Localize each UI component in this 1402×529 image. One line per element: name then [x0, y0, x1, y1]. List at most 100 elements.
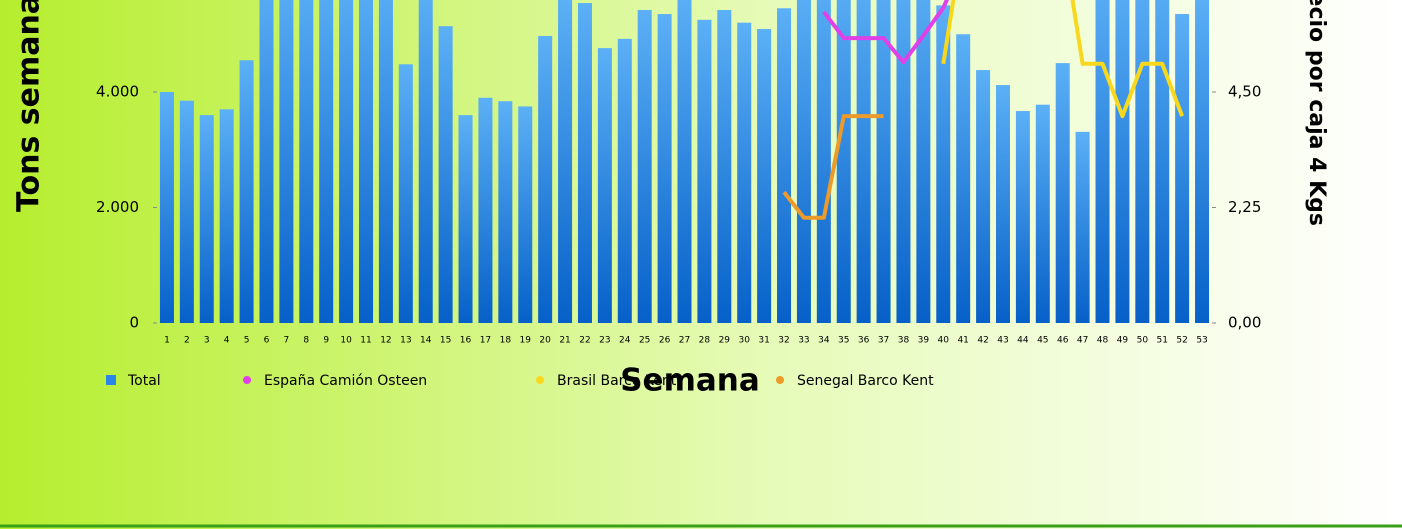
- x-tick-label: 20: [539, 336, 551, 346]
- x-tick-label: 34: [818, 336, 830, 346]
- x-tick-label: 48: [1097, 336, 1109, 346]
- bar: [378, 0, 393, 323]
- x-tick-label: 5: [244, 336, 250, 346]
- x-tick-label: 2: [184, 336, 190, 346]
- bar: [936, 5, 951, 323]
- bar: [876, 0, 891, 323]
- x-tick-label: 25: [639, 336, 650, 346]
- x-tick-label: 44: [1017, 336, 1029, 346]
- bar: [916, 0, 931, 323]
- legend-marker: [776, 376, 784, 384]
- x-tick-label: 42: [977, 336, 988, 346]
- bar: [538, 35, 553, 324]
- bar: [1155, 0, 1170, 323]
- line: [822, 0, 949, 65]
- bar: [976, 70, 991, 324]
- bar: [737, 22, 752, 323]
- x-tick-label: 38: [898, 336, 910, 346]
- bar: [498, 101, 513, 324]
- bar: [478, 97, 493, 324]
- bar: [657, 14, 672, 323]
- bar: [1115, 0, 1130, 323]
- bar: [1195, 0, 1210, 323]
- bar: [259, 0, 274, 323]
- bar: [438, 26, 453, 323]
- bar: [179, 100, 194, 323]
- x-tick-label: 18: [500, 336, 512, 346]
- bar: [339, 0, 354, 323]
- x-tick-label: 49: [1117, 336, 1129, 346]
- x-tick-label: 30: [738, 336, 750, 346]
- x-tick-label: 6: [264, 336, 270, 346]
- x-tick-label: 37: [878, 336, 889, 346]
- bar: [677, 0, 692, 323]
- x-tick-label: 36: [858, 336, 870, 346]
- y-tick-label: 0: [129, 314, 139, 332]
- x-tick-label: 8: [303, 336, 309, 346]
- bar: [896, 0, 911, 323]
- bar: [995, 85, 1010, 323]
- x-tick-label: 17: [480, 336, 491, 346]
- bar: [359, 0, 374, 323]
- bar: [1015, 111, 1030, 324]
- bar: [1075, 131, 1090, 323]
- bar: [1095, 0, 1110, 323]
- bar: [558, 0, 573, 323]
- x-tick-label: 47: [1077, 336, 1088, 346]
- bar: [577, 3, 592, 323]
- bar: [1055, 63, 1070, 323]
- x-tick-label: 31: [758, 336, 769, 346]
- bar: [319, 0, 334, 323]
- bar: [717, 9, 732, 324]
- bar: [637, 9, 652, 324]
- x-tick-label: 50: [1137, 336, 1149, 346]
- x-tick-label: 24: [619, 336, 631, 346]
- bar: [597, 48, 612, 324]
- bar: [1175, 14, 1190, 323]
- y2-tick-label: 0,00: [1228, 314, 1261, 332]
- bar: [836, 0, 851, 323]
- x-tick-label: 46: [1057, 336, 1069, 346]
- legend-label: Brasil Barco Kent: [557, 373, 677, 389]
- x-tick-label: 19: [520, 336, 532, 346]
- x-tick-label: 16: [460, 336, 472, 346]
- bar: [398, 64, 413, 323]
- x-tick-label: 12: [380, 336, 391, 346]
- x-tick-label: 4: [224, 336, 230, 346]
- y2-tick-label: 2,25: [1228, 198, 1261, 216]
- x-tick-label: 28: [699, 336, 711, 346]
- x-tick-label: 1: [164, 336, 170, 346]
- legend-marker: [243, 376, 251, 384]
- bar: [418, 0, 433, 324]
- x-tick-label: 10: [340, 336, 352, 346]
- x-tick-label: 39: [918, 336, 930, 346]
- x-tick-label: 9: [323, 336, 329, 346]
- bar: [458, 115, 473, 323]
- legend-label: Total: [127, 373, 161, 389]
- x-tick-label: 7: [284, 336, 290, 346]
- bar: [199, 115, 214, 323]
- y2-tick-label: 4,50: [1228, 83, 1261, 101]
- line: [941, 0, 1185, 119]
- x-tick-label: 14: [420, 336, 432, 346]
- x-tick-label: 53: [1196, 336, 1207, 346]
- x-tick-label: 40: [938, 336, 950, 346]
- x-tick-label: 35: [838, 336, 849, 346]
- bar: [299, 0, 314, 323]
- y2-axis-title: Precio por caja 4 Kgs: [1304, 0, 1329, 226]
- x-tick-label: 11: [360, 336, 371, 346]
- legend-label: Senegal Barco Kent: [797, 373, 934, 389]
- x-tick-label: 52: [1176, 336, 1187, 346]
- x-tick-label: 32: [778, 336, 789, 346]
- legend-label: España Camión Osteen: [264, 373, 427, 389]
- x-tick-label: 43: [997, 336, 1008, 346]
- x-tick-label: 15: [440, 336, 451, 346]
- bar: [777, 8, 792, 323]
- bar: [1135, 0, 1150, 323]
- bar: [279, 0, 294, 323]
- bar: [159, 92, 174, 323]
- bar: [796, 0, 811, 324]
- x-tick-label: 23: [599, 336, 610, 346]
